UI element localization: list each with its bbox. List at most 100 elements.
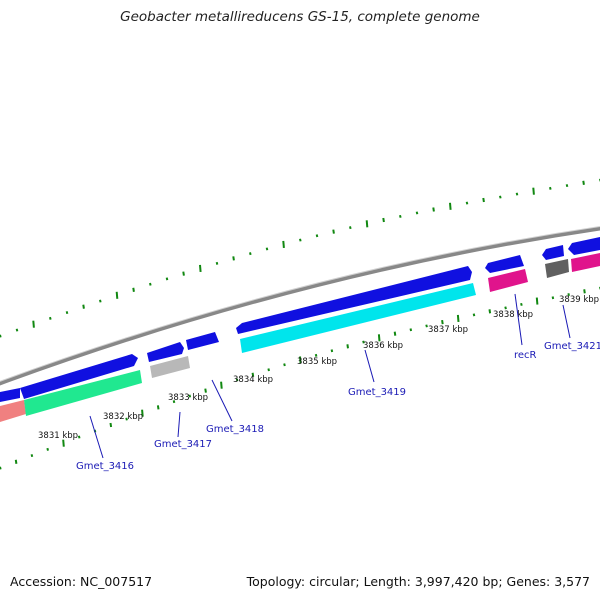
gc-tick xyxy=(204,388,207,393)
gc-tick xyxy=(393,331,397,336)
gc-tick xyxy=(449,202,452,210)
gc-tick xyxy=(425,324,428,328)
gc-tick xyxy=(365,220,369,228)
leader-line xyxy=(177,411,181,438)
gc-tick xyxy=(99,299,102,303)
feature-dark-grey[interactable] xyxy=(545,259,569,278)
gc-tick xyxy=(565,184,569,188)
gc-tick xyxy=(30,454,34,458)
feature-pink[interactable] xyxy=(488,269,528,292)
inner-gc-ticks xyxy=(0,286,600,470)
axis-ticks: 3831 kbp 3832 kbp 3833 kbp 3834 kbp 3835… xyxy=(38,295,599,441)
gc-tick xyxy=(0,466,2,470)
leader-lines xyxy=(89,293,571,459)
gc-tick xyxy=(251,372,255,377)
axis-tick-label: 3831 kbp xyxy=(38,431,78,441)
feature-cyan[interactable] xyxy=(240,283,476,353)
gc-tick xyxy=(235,378,239,382)
feature-pink[interactable] xyxy=(571,253,600,272)
feature-track xyxy=(0,253,600,422)
gc-tick xyxy=(282,240,285,248)
gene-label[interactable]: Gmet_3417 xyxy=(154,439,212,450)
gc-tick xyxy=(415,211,419,215)
gc-tick xyxy=(520,302,523,306)
gc-tick xyxy=(49,316,52,320)
leader-line xyxy=(89,415,104,459)
gc-tick xyxy=(15,328,19,332)
gc-tick xyxy=(0,334,2,338)
feature-green[interactable] xyxy=(24,370,142,416)
gc-tick xyxy=(465,201,469,205)
gc-tick xyxy=(299,238,302,242)
gene-arrow[interactable] xyxy=(236,266,472,334)
gc-tick xyxy=(332,229,335,234)
gc-tick xyxy=(267,368,270,372)
gene-arrow[interactable] xyxy=(147,342,184,362)
gc-tick xyxy=(283,363,286,367)
gc-tick xyxy=(441,319,444,325)
gc-tick xyxy=(156,405,160,410)
gc-tick xyxy=(32,320,35,328)
gc-tick xyxy=(65,311,69,315)
gc-tick xyxy=(330,349,334,353)
gene-arrow[interactable] xyxy=(20,354,138,399)
gc-tick xyxy=(172,400,176,404)
gene-arrow[interactable] xyxy=(0,388,20,402)
gene-arrow[interactable] xyxy=(568,237,600,255)
gc-tick xyxy=(199,264,202,272)
gc-tick xyxy=(115,291,119,299)
gc-tick xyxy=(314,353,318,357)
gc-tick xyxy=(488,309,492,314)
gc-tick xyxy=(265,247,269,251)
gc-tick xyxy=(499,195,502,199)
gc-tick xyxy=(504,306,507,310)
axis-tick-label: 3836 kbp xyxy=(363,341,403,351)
gc-tick xyxy=(188,394,192,398)
gc-tick xyxy=(109,422,113,428)
gc-tick xyxy=(456,314,460,322)
gc-tick xyxy=(77,435,81,439)
genome-backbone xyxy=(0,226,600,386)
gc-tick xyxy=(399,214,402,218)
gc-tick xyxy=(549,186,552,190)
gc-tick xyxy=(535,297,539,305)
gc-tick xyxy=(249,252,252,256)
gene-label[interactable]: Gmet_3416 xyxy=(76,461,134,472)
gc-tick xyxy=(132,287,135,292)
gc-tick xyxy=(409,328,413,332)
feature-grey[interactable] xyxy=(150,356,190,378)
gc-tick xyxy=(14,459,18,464)
feature-salmon[interactable] xyxy=(0,400,26,422)
gene-label[interactable]: Gmet_3418 xyxy=(206,424,264,435)
leader-line xyxy=(514,293,523,346)
axis-tick-label: 3832 kbp xyxy=(103,412,143,422)
gc-tick xyxy=(232,256,235,261)
gc-tick xyxy=(46,447,49,451)
gc-tick xyxy=(582,180,585,185)
accession-text: Accession: NC_007517 xyxy=(10,574,153,589)
forward-strand-genes xyxy=(0,237,600,402)
gene-labels: Gmet_3416 Gmet_3417 Gmet_3418 Gmet_3419 … xyxy=(76,341,600,472)
leader-line xyxy=(364,349,375,383)
topology-summary: Topology: circular; Length: 3,997,420 bp… xyxy=(246,574,590,589)
gene-arrow[interactable] xyxy=(485,255,524,273)
gc-tick xyxy=(432,207,435,212)
gc-tick xyxy=(82,304,85,309)
gene-arrow[interactable] xyxy=(186,332,219,350)
gc-tick xyxy=(472,313,476,317)
leader-line xyxy=(562,304,571,339)
gene-label[interactable]: Gmet_3419 xyxy=(348,387,406,398)
gene-label[interactable]: recR xyxy=(514,350,537,361)
gc-tick xyxy=(165,277,169,281)
gene-arrow[interactable] xyxy=(542,245,564,260)
gc-tick xyxy=(299,356,302,364)
map-title: Geobacter metallireducens GS-15, complet… xyxy=(120,9,480,25)
gc-tick xyxy=(349,226,352,230)
gc-tick xyxy=(362,340,365,344)
gene-label[interactable]: Gmet_3421 xyxy=(544,341,600,352)
gc-tick xyxy=(62,439,65,447)
axis-tick-label: 3837 kbp xyxy=(428,325,468,335)
genome-backbone-highlight xyxy=(0,225,600,382)
gc-tick xyxy=(149,282,152,286)
axis-tick-label: 3839 kbp xyxy=(559,295,599,305)
